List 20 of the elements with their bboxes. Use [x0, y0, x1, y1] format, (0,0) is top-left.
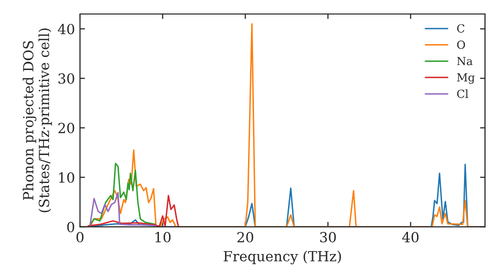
legend-label: C	[457, 24, 464, 33]
y-tick-label: 10	[59, 172, 74, 183]
x-tick-label: 0	[76, 232, 84, 242]
x-tick-label: 10	[156, 232, 171, 242]
y-tick-label: 40	[58, 24, 74, 34]
legend-label: Mg	[457, 73, 475, 84]
legend-label: O	[457, 40, 465, 49]
line-series	[88, 194, 180, 227]
line-series	[88, 162, 156, 227]
x-tick-label: 40	[402, 232, 419, 242]
legend-label: Cl	[457, 89, 468, 98]
x-axis-title: Frequency (THz)	[224, 250, 341, 264]
y-tick-label: 0	[67, 222, 74, 232]
legend-label: Na	[457, 56, 473, 66]
y-tick-label: 30	[58, 73, 74, 84]
y-tick-label: 20	[58, 122, 74, 134]
y-axis-title: Phonon projected DOS (States/THz·primitive cell)	[22, 28, 52, 212]
x-tick-label: 30	[320, 232, 336, 242]
x-tick-label: 20	[237, 232, 254, 242]
line-series	[89, 192, 157, 227]
